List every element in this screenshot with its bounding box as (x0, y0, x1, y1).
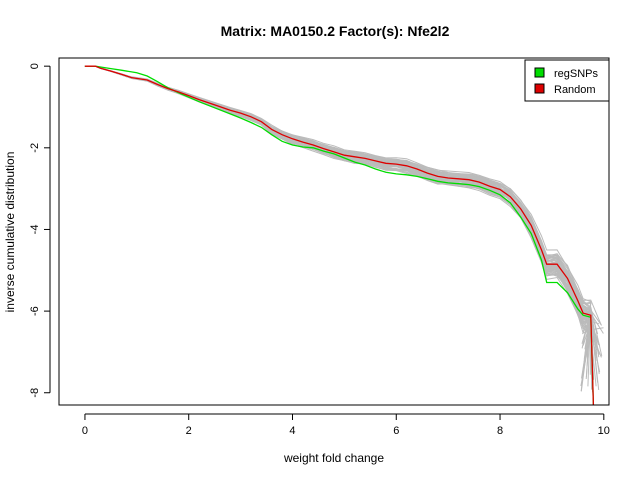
y-tick-label: -4 (29, 225, 41, 235)
y-axis: 0 -2 -4 -6 -8 (29, 63, 51, 398)
main-series-group (84, 65, 595, 406)
chart-title: Matrix: MA0150.2 Factor(s): Nfe2l2 (221, 23, 450, 39)
x-tick-label: 10 (598, 425, 610, 437)
x-axis-label: weight fold change (283, 451, 384, 465)
legend-label-regsnps: regSNPs (554, 68, 599, 80)
legend-label-random: Random (554, 84, 596, 96)
x-tick-label: 4 (289, 425, 295, 437)
x-tick-label: 0 (82, 425, 88, 437)
legend: regSNPs Random (524, 59, 610, 102)
x-tick-label: 8 (497, 425, 503, 437)
y-tick-label: -8 (29, 388, 41, 398)
x-tick-label: 2 (186, 425, 192, 437)
legend-swatch-random (534, 83, 545, 94)
y-axis-label: inverse cumulative distribution (3, 152, 17, 313)
series-line-random (84, 65, 595, 406)
legend-box (524, 59, 610, 102)
legend-swatch-regsnps (534, 67, 545, 78)
plot-frame (58, 57, 610, 406)
y-tick-label: 0 (29, 63, 41, 69)
background-series-line (84, 65, 592, 392)
x-tick-label: 6 (393, 425, 399, 437)
x-axis: 0 2 4 6 8 10 (82, 413, 610, 437)
y-tick-label: -6 (29, 306, 41, 316)
y-tick-label: -2 (29, 143, 41, 153)
